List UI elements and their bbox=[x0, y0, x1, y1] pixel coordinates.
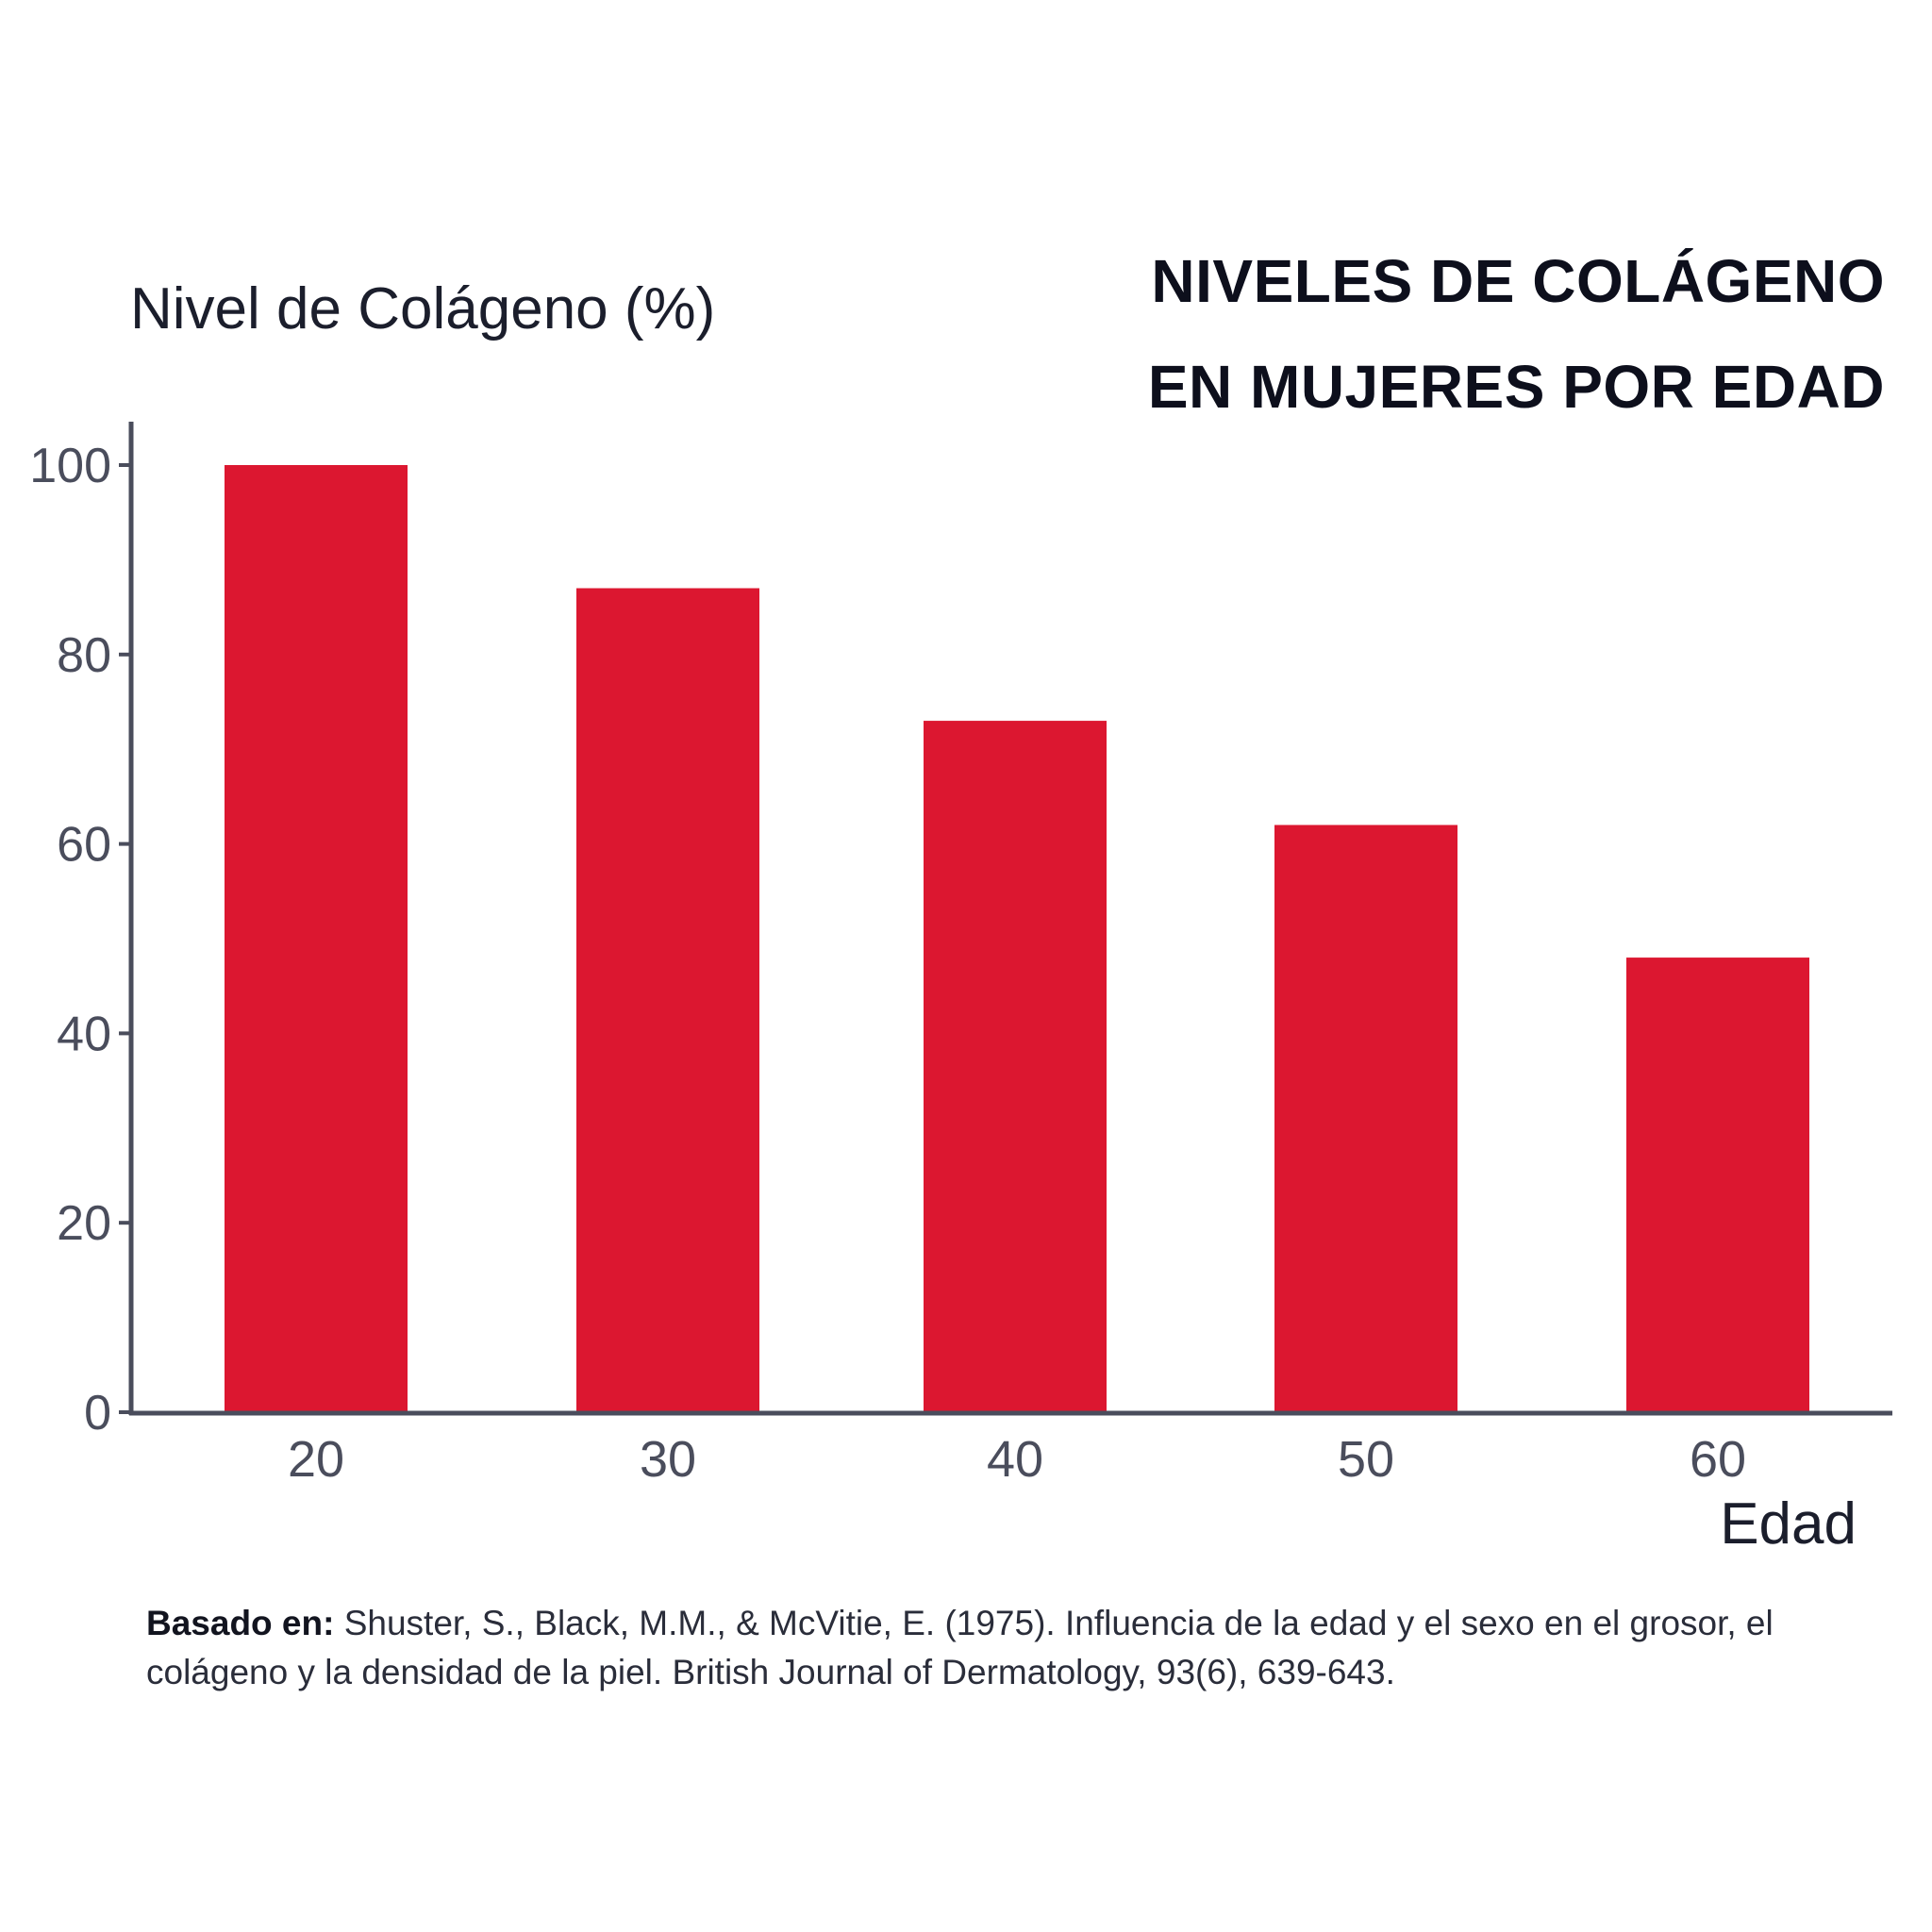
x-tick-label: 60 bbox=[1690, 1431, 1746, 1488]
x-tick-label: 20 bbox=[288, 1431, 344, 1488]
x-tick-label: 50 bbox=[1338, 1431, 1394, 1488]
bar-50 bbox=[1274, 824, 1457, 1412]
y-tick-label: 40 bbox=[57, 1007, 111, 1061]
bar-40 bbox=[924, 721, 1107, 1412]
bar-60 bbox=[1626, 958, 1809, 1412]
y-tick-label: 100 bbox=[29, 439, 111, 493]
chart-title: NIVELES DE COLÁGENO EN MUJERES POR EDAD bbox=[1148, 228, 1885, 440]
x-axis-ticks: 20 30 40 50 60 bbox=[288, 1431, 1746, 1488]
bar-series bbox=[225, 465, 1809, 1412]
y-tick-label: 20 bbox=[57, 1196, 111, 1251]
chart-title-line-2: EN MUJERES POR EDAD bbox=[1147, 353, 1885, 421]
x-axis-label: Edad bbox=[1720, 1491, 1857, 1557]
citation-text: Shuster, S., Black, M.M., & McVitie, E. … bbox=[146, 1604, 1774, 1691]
y-tick-label: 0 bbox=[84, 1386, 111, 1441]
citation-prefix: Basado en: bbox=[146, 1604, 335, 1642]
y-axis-label: Nivel de Colágeno (%) bbox=[130, 276, 716, 341]
x-tick-label: 40 bbox=[987, 1431, 1043, 1488]
bar-20 bbox=[225, 465, 408, 1412]
citation: Basado en: Shuster, S., Black, M.M., & M… bbox=[146, 1599, 1844, 1697]
y-tick-label: 80 bbox=[57, 628, 111, 683]
y-axis-ticks: 0 20 40 60 80 100 bbox=[29, 439, 131, 1441]
chart-title-line-1: NIVELES DE COLÁGENO bbox=[1151, 247, 1885, 315]
bar-30 bbox=[576, 588, 759, 1412]
x-tick-label: 30 bbox=[640, 1431, 696, 1488]
y-tick-label: 60 bbox=[57, 818, 111, 873]
